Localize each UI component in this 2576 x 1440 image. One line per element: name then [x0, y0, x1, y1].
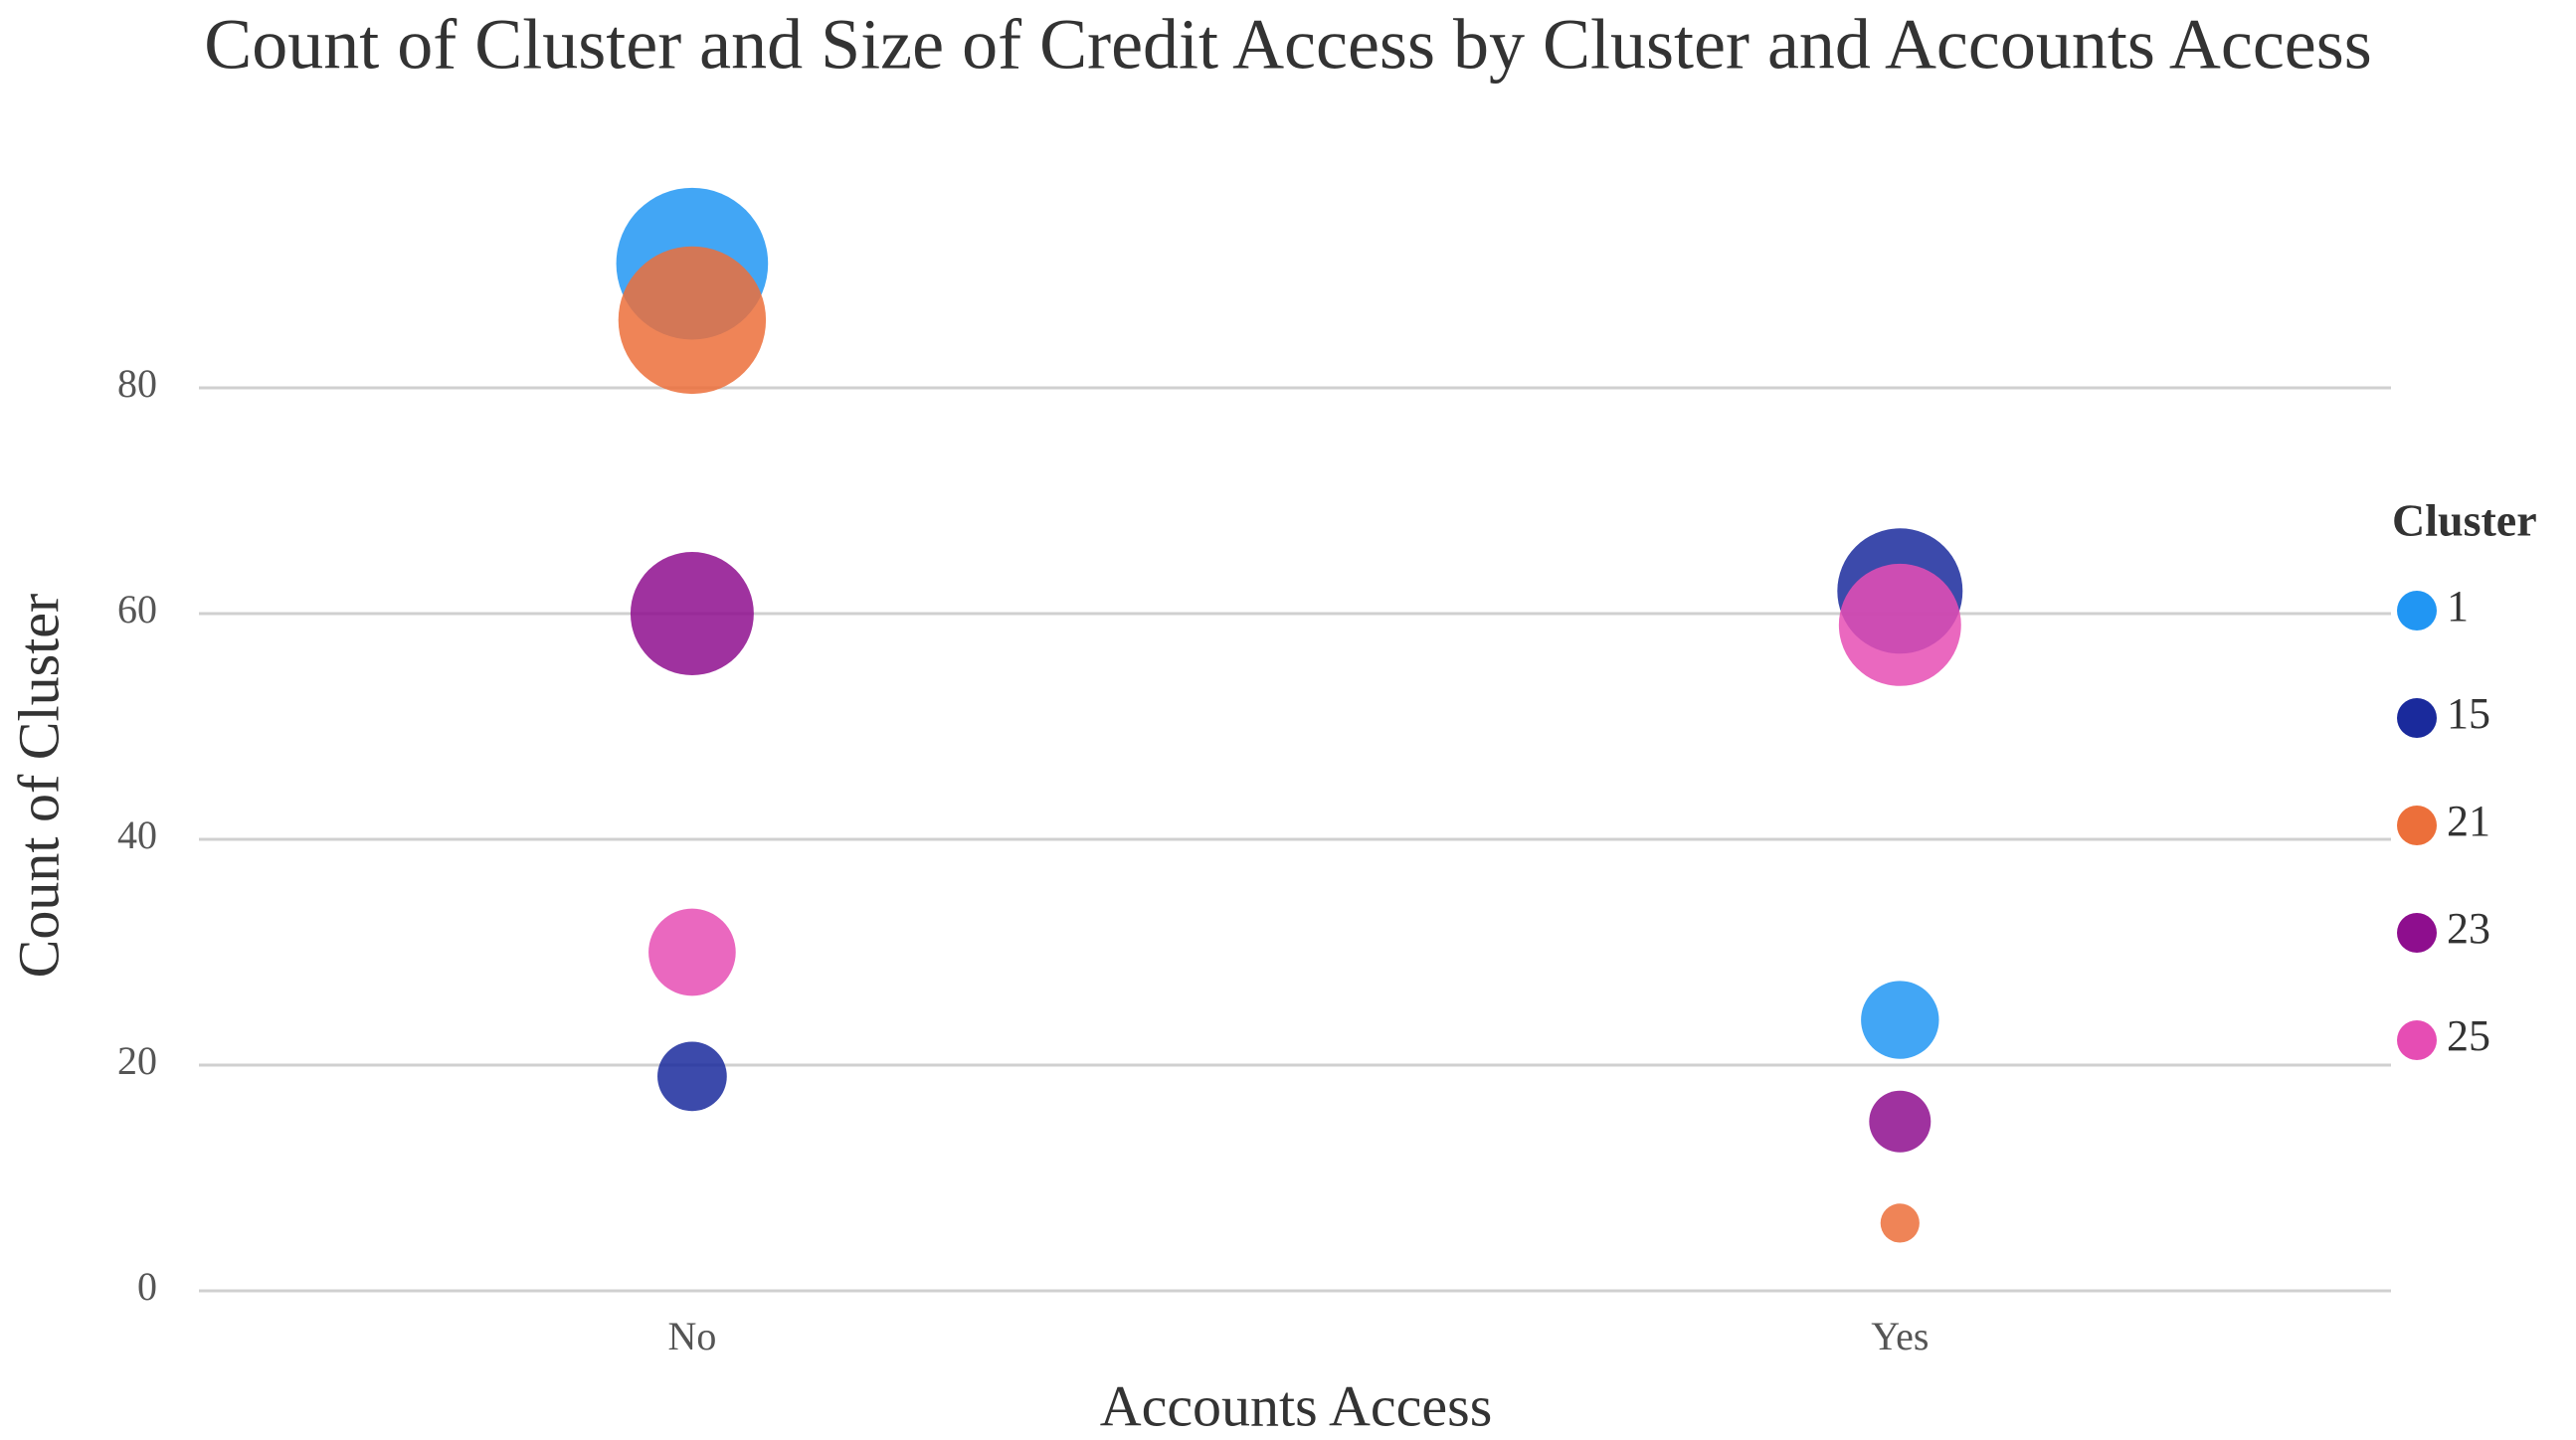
legend-marker [2397, 806, 2437, 845]
x-axis-label: Accounts Access [1100, 1373, 1493, 1438]
legend-label: 21 [2447, 797, 2490, 845]
bubble [1838, 563, 1961, 686]
legend-marker [2397, 913, 2437, 953]
y-tick-label: 80 [117, 361, 157, 406]
legend-marker [2397, 591, 2437, 630]
x-tick-label: Yes [1871, 1314, 1929, 1358]
y-tick-label: 0 [137, 1264, 157, 1309]
bubble [1869, 1090, 1932, 1153]
legend-label: 1 [2447, 582, 2469, 630]
y-axis-label: Count of Cluster [6, 594, 71, 979]
legend-label: 15 [2447, 689, 2490, 738]
legend-title: Cluster [2392, 495, 2537, 546]
legend-label: 23 [2447, 904, 2490, 953]
bubble [630, 552, 754, 675]
y-tick-label: 20 [117, 1038, 157, 1083]
bubble [618, 246, 767, 395]
chart-title: Count of Cluster and Size of Credit Acce… [204, 5, 2372, 85]
legend-marker [2397, 1020, 2437, 1060]
legend-marker [2397, 698, 2437, 738]
x-tick-label: No [667, 1314, 716, 1358]
bubble [648, 908, 736, 996]
bubble [1861, 981, 1939, 1059]
legend-label: 25 [2447, 1011, 2490, 1060]
y-tick-label: 60 [117, 587, 157, 631]
bubble [657, 1041, 727, 1112]
y-tick-label: 40 [117, 812, 157, 857]
bubble [1880, 1203, 1920, 1243]
